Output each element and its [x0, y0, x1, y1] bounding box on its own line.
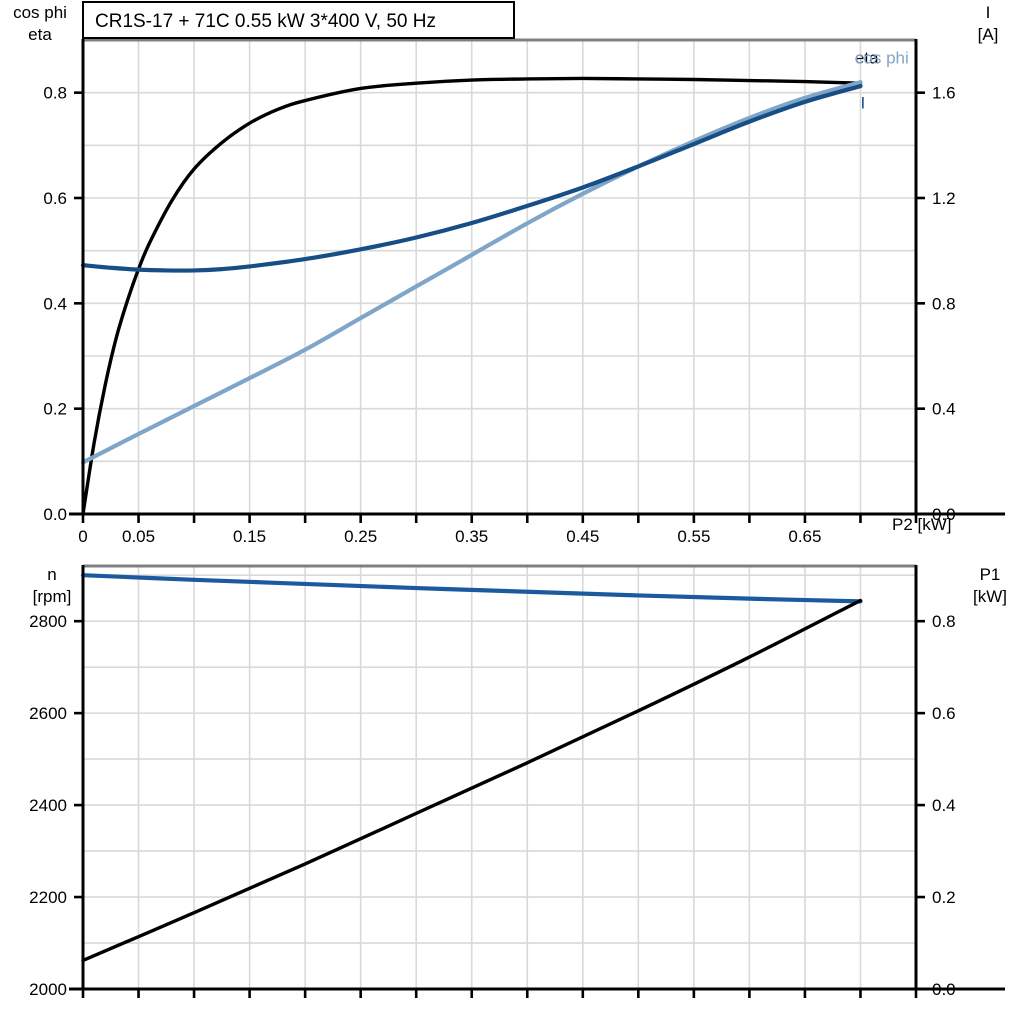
left-axis-tick-label: 0.8 [43, 84, 67, 103]
top-chart-axes [69, 38, 1005, 523]
x-axis-tick-label: 0.25 [344, 527, 377, 546]
x-axis-tick-label: 0.55 [677, 527, 710, 546]
x-axis-tick-label: 0.65 [788, 527, 821, 546]
curve-eta [81, 76, 863, 516]
bottom-chart-axes [69, 564, 1005, 998]
top-x-axis-title: P2 [kW] [892, 515, 952, 534]
x-axis-tick-label: 0.45 [566, 527, 599, 546]
right-axis-tick-label: 0.4 [932, 796, 956, 815]
right-axis-tick-label: 0.0 [932, 505, 956, 524]
top-chart-tick-labels: 0.0 0.2 0.4 0.6 0.8 0.0 0.4 0.8 1.2 1.6 0 0.05 0.15 0… [43, 84, 955, 546]
left-axis-tick-label: 0.0 [43, 505, 67, 524]
right-axis-tick-label: 0.4 [932, 400, 956, 419]
right-axis-tick-label: 0.2 [932, 888, 956, 907]
top-left-axis-title-line2: eta [28, 25, 52, 44]
right-axis-tick-label: 0.6 [932, 704, 956, 723]
x-axis-tick-label: 0.35 [455, 527, 488, 546]
right-axis-tick-label: 0.8 [932, 294, 956, 313]
x-axis-tick-label: 0 [78, 527, 87, 546]
left-axis-tick-label: 0.4 [43, 294, 67, 313]
series-label: eta [855, 49, 879, 68]
top-chart: 0.0 0.2 0.4 0.6 0.8 0.0 0.4 0.8 1.2 1.6 0 0.05 0.15 0… [13, 1, 1005, 546]
bottom-left-axis-title-line1: n [47, 565, 56, 584]
x-axis-tick-label: 0.05 [122, 527, 155, 546]
left-axis-tick-label: 0.6 [43, 189, 67, 208]
left-axis-tick-label: 2800 [29, 612, 67, 631]
bottom-chart-curves [80, 573, 863, 963]
top-chart-gridlines [83, 40, 916, 514]
top-chart-curves [80, 76, 863, 516]
right-axis-tick-label: 0.8 [932, 612, 956, 631]
bottom-left-axis-title-line2: [rpm] [33, 587, 72, 606]
bottom-chart-tick-labels: 2000 2200 2400 2600 2800 0.0 0.2 0.4 0.6 0.8 [29, 612, 955, 999]
bottom-chart-gridlines [83, 566, 916, 989]
curve-cos_phi [80, 80, 863, 465]
chart-title-box [82, 1, 515, 39]
right-axis-tick-label: 1.6 [932, 84, 956, 103]
left-axis-tick-label: 0.2 [43, 400, 67, 419]
top-right-axis-title-line2: [A] [978, 25, 999, 44]
top-left-axis-title-line1: cos phi [13, 3, 67, 22]
series-label: I [860, 93, 865, 112]
left-axis-tick-label: 2200 [29, 888, 67, 907]
curve-current [80, 83, 863, 273]
curve-power [81, 598, 863, 963]
left-axis-tick-label: 2400 [29, 796, 67, 815]
chart-title: CR1S-17 + 71C 0.55 kW 3*400 V, 50 Hz [95, 11, 436, 32]
right-axis-tick-label: 1.2 [932, 189, 956, 208]
x-axis-tick-label: 0.15 [233, 527, 266, 546]
top-right-axis-title-line1: I [986, 3, 991, 22]
left-axis-tick-label: 2000 [29, 980, 67, 999]
bottom-right-axis-title-line1: P1 [980, 565, 1001, 584]
left-axis-tick-label: 2600 [29, 704, 67, 723]
series-label: cos phi [855, 49, 909, 68]
right-axis-tick-label: 0.0 [932, 980, 956, 999]
bottom-right-axis-title-line2: [kW] [973, 587, 1007, 606]
curve-speed [80, 573, 863, 604]
